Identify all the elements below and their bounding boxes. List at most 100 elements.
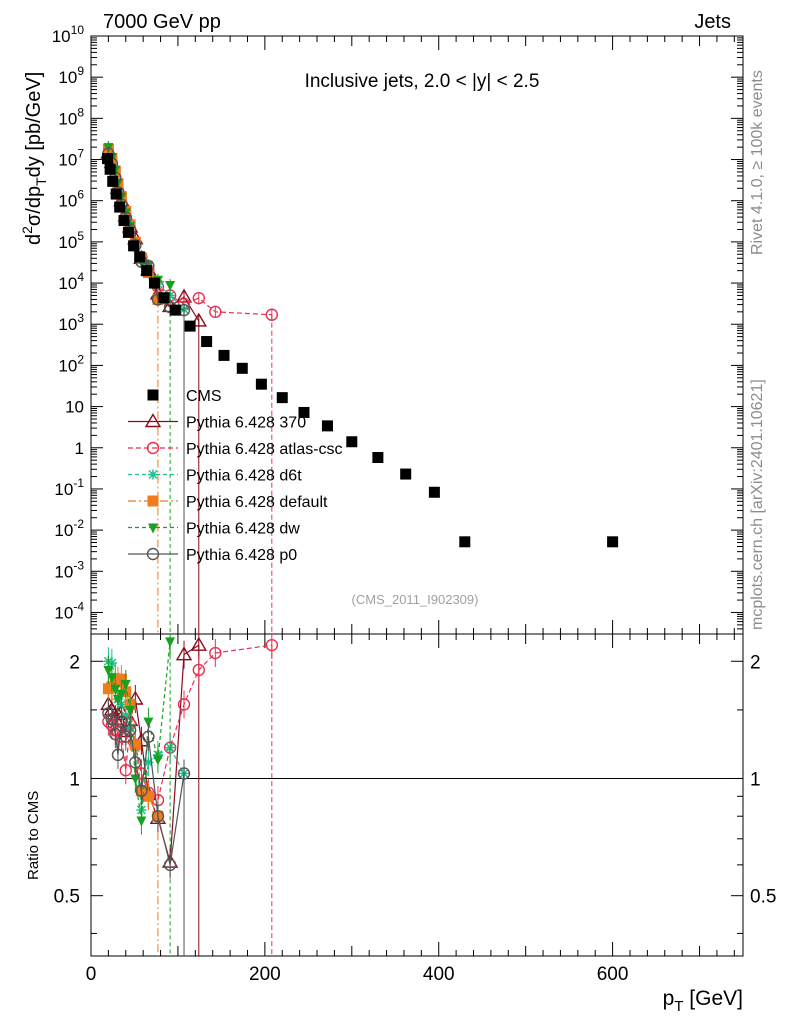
main-y-axis: 10-4 10-3 10-2 10-1 1 10 102 103 104 105 106 107 108… bbox=[52, 23, 743, 630]
cms-data-point bbox=[607, 536, 619, 548]
main-y-axis-label: d2σ/dpTdy [pb/GeV] bbox=[19, 72, 49, 245]
legend-marker bbox=[148, 523, 158, 534]
rivet-version-label: Rivet 4.1.0, ≥ 100k events bbox=[749, 70, 766, 255]
legend-marker bbox=[144, 413, 162, 428]
ratio-y-axis-label: Ratio to CMS bbox=[25, 791, 42, 880]
analysis-watermark: (CMS_2011_I902309) bbox=[352, 592, 479, 607]
cms-data-point bbox=[236, 362, 248, 374]
series-atlas-csc-point bbox=[265, 308, 279, 321]
legend-marker bbox=[146, 547, 160, 561]
series-p0-ratio-point bbox=[105, 712, 119, 726]
series-dw-ratio-point bbox=[116, 689, 127, 700]
cms-data-point bbox=[141, 265, 153, 277]
cms-data-point bbox=[148, 277, 160, 289]
cms-data-point bbox=[428, 486, 440, 498]
cms-data-point bbox=[459, 536, 471, 548]
series-dw-ratio-point bbox=[106, 673, 117, 684]
series-atlas-csc-ratio-line bbox=[107, 644, 272, 802]
y-tick-label: 102 bbox=[58, 352, 84, 375]
series-p0-ratio-point bbox=[135, 784, 148, 797]
series-p0-ratio-point bbox=[119, 730, 132, 743]
y-tick-label: 10 bbox=[65, 398, 84, 417]
ratio-plot-area bbox=[100, 634, 279, 956]
legend-cms-label: CMS bbox=[186, 388, 222, 405]
x-tick-label: 0 bbox=[86, 964, 97, 985]
legend-label: Pythia 6.428 dw bbox=[186, 521, 300, 538]
cms-data-point bbox=[400, 468, 412, 480]
cms-data-point bbox=[118, 215, 130, 227]
cms-data-point bbox=[201, 336, 213, 348]
ratio-tick-label: 2 bbox=[750, 652, 761, 673]
legend-cms-marker bbox=[147, 389, 159, 401]
y-tick-label: 10-2 bbox=[54, 517, 84, 540]
series-dw-ratio-point bbox=[120, 679, 131, 690]
series-370-ratio-point bbox=[175, 646, 193, 661]
x-axis: 0 200 400 600 bbox=[86, 36, 735, 985]
y-tick-label: 10-3 bbox=[54, 558, 84, 581]
y-tick-label: 104 bbox=[58, 270, 84, 293]
series-dw-ratio-point bbox=[103, 665, 114, 676]
legend-label: Pythia 6.428 atlas-csc bbox=[186, 441, 343, 458]
x-axis-label: pT [GeV] bbox=[663, 987, 743, 1015]
legend-label: Pythia 6.428 370 bbox=[186, 415, 306, 432]
cms-data-point bbox=[110, 188, 122, 200]
series-dw-ratio-point bbox=[125, 705, 136, 716]
legend-label: Pythia 6.428 d6t bbox=[186, 468, 302, 485]
series-p0-ratio-point bbox=[163, 858, 177, 872]
series-dw-ratio-point bbox=[143, 717, 154, 728]
cms-data-point bbox=[107, 175, 119, 187]
y-tick-label: 10-1 bbox=[54, 476, 84, 499]
series-dw-ratio-point bbox=[136, 816, 147, 827]
cms-data-point bbox=[102, 153, 114, 165]
legend-marker bbox=[146, 441, 160, 455]
cms-data-point bbox=[158, 292, 170, 304]
cms-data-point bbox=[218, 349, 230, 361]
cms-data-point bbox=[321, 420, 333, 432]
x-tick-label: 400 bbox=[423, 964, 455, 985]
x-tick-label: 200 bbox=[249, 964, 281, 985]
cms-data-point bbox=[184, 320, 196, 332]
chart-title: Inclusive jets, 2.0 < |y| < 2.5 bbox=[305, 71, 540, 92]
series-atlas-csc-point bbox=[209, 305, 222, 319]
series-atlas-csc-ratio-point bbox=[177, 698, 191, 711]
series-p0-ratio-point bbox=[142, 730, 155, 743]
legend-marker bbox=[148, 469, 158, 480]
ratio-tick-label: 1 bbox=[750, 769, 761, 790]
series-dw-ratio-point bbox=[152, 755, 163, 766]
ratio-panel-frame bbox=[90, 633, 744, 957]
cms-data-point bbox=[346, 436, 358, 448]
series-default-ratio-point bbox=[115, 673, 127, 685]
series-atlas-csc-ratio-point bbox=[209, 646, 222, 660]
y-tick-label: 1010 bbox=[52, 23, 85, 46]
header-beam-label: 7000 GeV pp bbox=[103, 11, 221, 33]
legend: CMS Pythia 6.428 370 Pythia 6.428 atlas-cs… bbox=[128, 388, 343, 564]
y-tick-label: 1 bbox=[75, 439, 84, 458]
legend-label: Pythia 6.428 p0 bbox=[186, 547, 297, 564]
series-atlas-csc-ratio-point bbox=[192, 663, 205, 677]
y-tick-label: 105 bbox=[58, 229, 84, 252]
ratio-tick-label: 2 bbox=[69, 652, 80, 673]
cms-data-point bbox=[298, 406, 310, 418]
header-process-label: Jets bbox=[694, 11, 731, 33]
cms-data-point bbox=[255, 378, 267, 390]
cms-data-point bbox=[169, 304, 181, 316]
legend-marker bbox=[147, 495, 159, 507]
y-tick-label: 109 bbox=[58, 64, 84, 87]
ratio-tick-label: 0.5 bbox=[54, 887, 80, 908]
series-p0-ratio-point bbox=[111, 748, 125, 762]
y-tick-label: 107 bbox=[58, 147, 84, 170]
series-default-ratio-point bbox=[129, 739, 141, 751]
cms-data-point bbox=[104, 163, 116, 175]
y-tick-label: 108 bbox=[58, 105, 84, 128]
cms-data-point bbox=[276, 392, 288, 404]
series-p0-ratio-point bbox=[123, 724, 137, 737]
main-plot-area bbox=[100, 141, 619, 634]
ratio-tick-label: 0.5 bbox=[750, 887, 776, 908]
series-d6t-ratio-point bbox=[106, 657, 117, 668]
cms-data-point bbox=[128, 240, 140, 252]
series-default-ratio-point bbox=[142, 790, 154, 802]
series-dw-ratio-point bbox=[130, 774, 141, 785]
series-p0-ratio-point bbox=[115, 715, 128, 728]
series-p0-ratio-point bbox=[151, 810, 165, 823]
